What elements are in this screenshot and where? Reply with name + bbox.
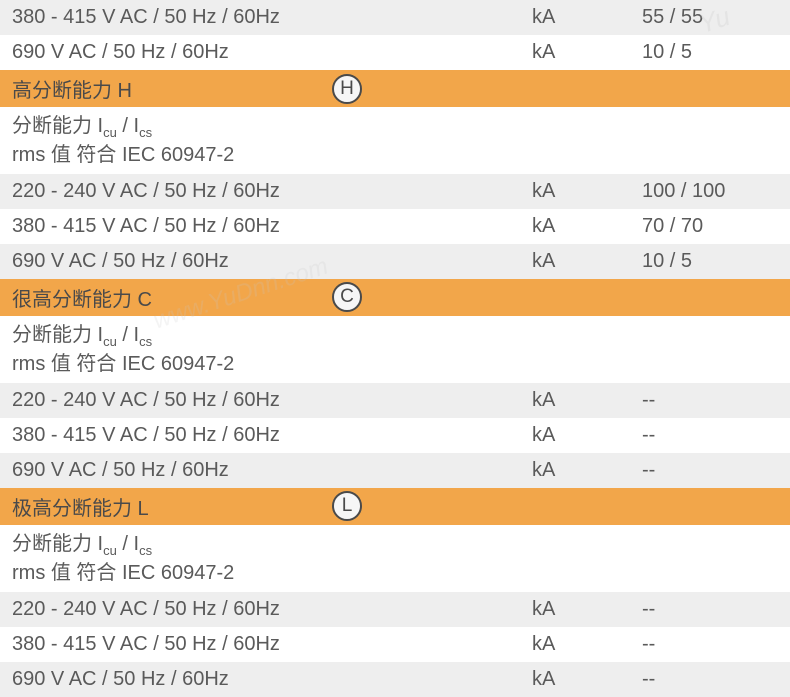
spec-label: 220 - 240 V AC / 50 Hz / 60Hz (12, 598, 532, 621)
table-row: 690 V AC / 50 Hz / 60HzkA10 / 5 (0, 35, 790, 70)
table-row: 690 V AC / 50 Hz / 60HzkA-- (0, 662, 790, 697)
spec-value: 10 / 5 (642, 250, 780, 273)
spec-unit: kA (532, 6, 642, 29)
subheader-line1: 分断能力 Icu / Ics (12, 531, 234, 560)
spec-label: 220 - 240 V AC / 50 Hz / 60Hz (12, 180, 532, 203)
section-header: 高分断能力 HH (0, 70, 790, 107)
subheader-line1: 分断能力 Icu / Ics (12, 113, 234, 142)
spec-label: 690 V AC / 50 Hz / 60Hz (12, 41, 532, 64)
table-body: 380 - 415 V AC / 50 Hz / 60HzkA55 / 5569… (0, 0, 790, 697)
spec-unit: kA (532, 598, 642, 621)
table-row: 220 - 240 V AC / 50 Hz / 60HzkA100 / 100 (0, 174, 790, 209)
table-row: 220 - 240 V AC / 50 Hz / 60HzkA-- (0, 383, 790, 418)
subheader-line2: rms 值 符合 IEC 60947-2 (12, 142, 234, 168)
spec-label: 380 - 415 V AC / 50 Hz / 60Hz (12, 6, 532, 29)
spec-label: 380 - 415 V AC / 50 Hz / 60Hz (12, 215, 532, 238)
section-subheader: 分断能力 Icu / Icsrms 值 符合 IEC 60947-2 (0, 316, 790, 383)
spec-label: 380 - 415 V AC / 50 Hz / 60Hz (12, 424, 532, 447)
spec-value: -- (642, 633, 780, 656)
spec-label: 690 V AC / 50 Hz / 60Hz (12, 459, 532, 482)
subheader-text: 分断能力 Icu / Icsrms 值 符合 IEC 60947-2 (12, 113, 234, 168)
spec-label: 220 - 240 V AC / 50 Hz / 60Hz (12, 389, 532, 412)
spec-value: -- (642, 598, 780, 621)
table-row: 380 - 415 V AC / 50 Hz / 60HzkA-- (0, 627, 790, 662)
spec-value: -- (642, 424, 780, 447)
section-header: 很高分断能力 CC (0, 279, 790, 316)
section-subheader: 分断能力 Icu / Icsrms 值 符合 IEC 60947-2 (0, 525, 790, 592)
subheader-line2: rms 值 符合 IEC 60947-2 (12, 351, 234, 377)
subheader-text: 分断能力 Icu / Icsrms 值 符合 IEC 60947-2 (12, 531, 234, 586)
section-header: 极高分断能力 LL (0, 488, 790, 525)
spec-unit: kA (532, 424, 642, 447)
spec-unit: kA (532, 180, 642, 203)
spec-value: 100 / 100 (642, 180, 780, 203)
spec-unit: kA (532, 668, 642, 691)
spec-label: 380 - 415 V AC / 50 Hz / 60Hz (12, 633, 532, 656)
spec-value: -- (642, 459, 780, 482)
table-row: 380 - 415 V AC / 50 Hz / 60HzkA70 / 70 (0, 209, 790, 244)
spec-label: 690 V AC / 50 Hz / 60Hz (12, 250, 532, 273)
section-badge-icon: H (332, 74, 362, 104)
spec-value: -- (642, 668, 780, 691)
spec-value: 70 / 70 (642, 215, 780, 238)
spec-unit: kA (532, 633, 642, 656)
spec-value: -- (642, 389, 780, 412)
spec-unit: kA (532, 389, 642, 412)
table-row: 380 - 415 V AC / 50 Hz / 60HzkA-- (0, 418, 790, 453)
subheader-line1: 分断能力 Icu / Ics (12, 322, 234, 351)
spec-unit: kA (532, 41, 642, 64)
spec-value: 10 / 5 (642, 41, 780, 64)
section-title: 很高分断能力 C (12, 283, 332, 312)
section-subheader: 分断能力 Icu / Icsrms 值 符合 IEC 60947-2 (0, 107, 790, 174)
section-title: 极高分断能力 L (12, 492, 332, 521)
table-row: 690 V AC / 50 Hz / 60HzkA-- (0, 453, 790, 488)
table-row: 220 - 240 V AC / 50 Hz / 60HzkA-- (0, 592, 790, 627)
spec-label: 690 V AC / 50 Hz / 60Hz (12, 668, 532, 691)
spec-unit: kA (532, 215, 642, 238)
spec-table: Yu www.YuDnn.com 380 - 415 V AC / 50 Hz … (0, 0, 790, 697)
table-row: 380 - 415 V AC / 50 Hz / 60HzkA55 / 55 (0, 0, 790, 35)
table-row: 690 V AC / 50 Hz / 60HzkA10 / 5 (0, 244, 790, 279)
spec-value: 55 / 55 (642, 6, 780, 29)
spec-unit: kA (532, 459, 642, 482)
spec-unit: kA (532, 250, 642, 273)
subheader-line2: rms 值 符合 IEC 60947-2 (12, 560, 234, 586)
section-badge-icon: C (332, 282, 362, 312)
section-badge-icon: L (332, 491, 362, 521)
subheader-text: 分断能力 Icu / Icsrms 值 符合 IEC 60947-2 (12, 322, 234, 377)
section-title: 高分断能力 H (12, 74, 332, 103)
